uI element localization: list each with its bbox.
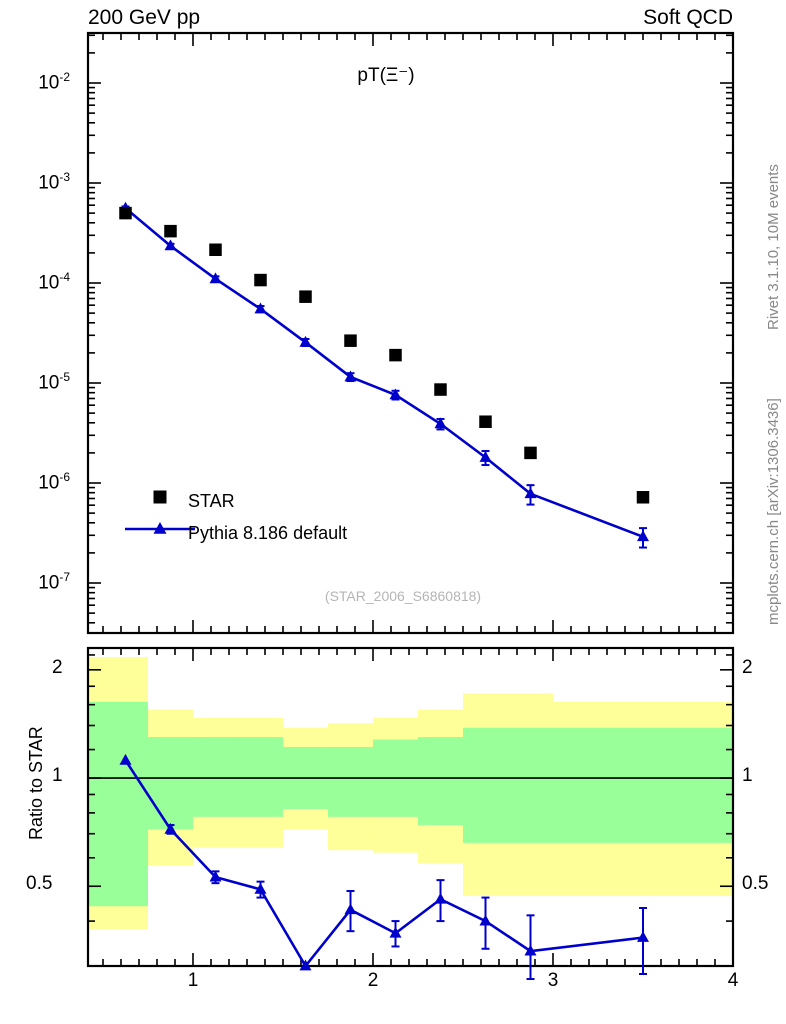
- header-beam-label: 200 GeV pp: [88, 6, 201, 29]
- legend-markers: [125, 490, 195, 534]
- series-star-points: [119, 206, 650, 504]
- rivet-version-label: Rivet 3.1.10, 10M events: [765, 164, 782, 330]
- ratio-band-inner: [237, 737, 283, 817]
- pythia-marker: [344, 370, 357, 382]
- x-tick-label: 3: [547, 970, 559, 991]
- star-marker: [344, 334, 357, 347]
- ratio-frame-rect: [86, 646, 735, 968]
- ratio-marker: [434, 892, 447, 904]
- ratio-band-inner: [552, 727, 733, 843]
- ratio-y-tick-label: 1: [52, 765, 63, 787]
- star-marker: [524, 446, 537, 460]
- pythia-marker: [434, 417, 447, 429]
- ratio-marker: [524, 944, 537, 956]
- mcplots-reference-label: mcplots.cern.ch [arXiv:1306.3436]: [765, 398, 782, 625]
- ratio-band-inner: [147, 737, 193, 830]
- star-marker: [209, 243, 222, 257]
- pythia-marker: [636, 530, 649, 542]
- pythia-marker: [479, 451, 492, 462]
- pythia-marker: [209, 272, 222, 284]
- series-pythia-line: [124, 207, 644, 538]
- ratio-marker: [164, 822, 177, 834]
- legend-label-star[interactable]: STAR: [188, 491, 235, 511]
- main-y-tick-label: 10-5: [38, 370, 70, 394]
- x-tick-label: 2: [367, 970, 379, 991]
- ratio-marker: [344, 903, 357, 915]
- ratio-uncertainty-bands: [88, 657, 733, 930]
- pythia-marker: [299, 335, 312, 347]
- ratio-panel-frame: [86, 646, 735, 968]
- star-marker: [389, 348, 402, 362]
- ratio-marker: [254, 882, 267, 894]
- ratio-band-inner: [192, 737, 238, 817]
- analysis-id-watermark: (STAR_2006_S6860818): [324, 588, 482, 604]
- pythia-marker: [389, 388, 402, 400]
- x-tick-label: 4: [727, 970, 739, 991]
- main-y-tick-label: 10-6: [38, 470, 70, 494]
- pythia-polyline: [124, 207, 644, 538]
- star-marker: [434, 383, 447, 396]
- ratio-axis-title: Ratio to STAR: [26, 726, 46, 840]
- x-tick-label: 1: [187, 970, 199, 991]
- ratio-y-tick-label: 0.5: [26, 873, 53, 895]
- star-marker: [164, 224, 177, 238]
- legend-marker-square: [153, 490, 167, 504]
- main-frame-rect: [86, 31, 735, 635]
- header-process-label: Soft QCD: [643, 6, 733, 29]
- main-y-tick-label: 10-3: [38, 170, 70, 194]
- ratio-band-inner: [88, 701, 148, 907]
- ratio-marker: [636, 931, 649, 942]
- ratio-marker: [119, 753, 132, 765]
- legend-marker-triangle: [153, 521, 167, 534]
- star-marker: [254, 273, 267, 287]
- ratio-marker: [299, 959, 312, 971]
- star-marker: [636, 491, 650, 504]
- ratio-marker: [209, 870, 222, 882]
- ratio-band-inner: [417, 737, 463, 826]
- ratio-y-tick-label: 1: [742, 765, 753, 787]
- ratio-marker: [389, 926, 402, 938]
- star-marker: [299, 290, 312, 303]
- ratio-series-points: [119, 753, 649, 981]
- ratio-y-tick-label: 0.5: [742, 873, 769, 895]
- legend-label-pythia[interactable]: Pythia 8.186 default: [188, 523, 348, 543]
- ratio-marker: [479, 914, 492, 926]
- pythia-marker: [164, 239, 177, 251]
- ratio-y-tick-label: 2: [52, 656, 63, 678]
- ratio-panel-ticks: [88, 648, 734, 967]
- ratio-y-tick-label: 2: [742, 656, 753, 678]
- main-y-tick-label: 10-2: [38, 70, 70, 94]
- plot-title: pT(Ξ⁻): [357, 65, 415, 86]
- pythia-marker: [254, 302, 267, 314]
- main-y-tick-label: 10-4: [38, 270, 70, 294]
- ratio-band-inner: [327, 746, 373, 817]
- star-marker: [479, 415, 492, 428]
- main-panel-frame: [86, 31, 735, 635]
- main-panel-ticks: [88, 33, 734, 633]
- pythia-marker: [524, 487, 537, 499]
- star-marker: [119, 206, 132, 220]
- ratio-band-inner: [462, 727, 553, 843]
- main-y-tick-label: 10-7: [38, 570, 70, 594]
